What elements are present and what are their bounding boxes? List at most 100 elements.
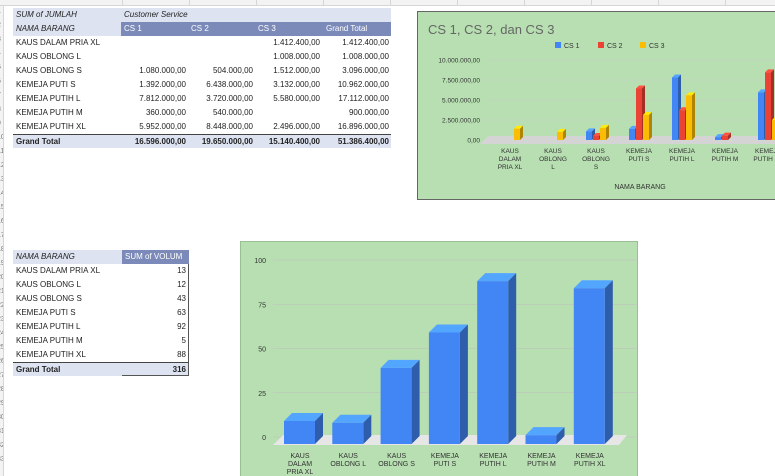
- row-number-label[interactable]: 23: [0, 316, 3, 323]
- pivot1-row-label[interactable]: KAUS OBLONG S: [16, 66, 82, 75]
- row-number-label[interactable]: 16: [0, 218, 3, 225]
- pivot1-cell[interactable]: 1.392.000,00: [139, 80, 186, 89]
- pivot1-row-label[interactable]: KEMEJA PUTIH XL: [16, 122, 86, 131]
- row-number-label[interactable]: 10: [0, 134, 3, 141]
- column-separator[interactable]: [323, 0, 324, 5]
- pivot1-cell[interactable]: 504.000,00: [212, 66, 253, 75]
- row-number-label[interactable]: 21: [0, 288, 3, 295]
- column-header-label[interactable]: K: [758, 0, 763, 2]
- column-separator[interactable]: [591, 0, 592, 5]
- row-number-label[interactable]: 29: [0, 400, 3, 407]
- row-number-label[interactable]: 13: [0, 176, 3, 183]
- row-number-label[interactable]: 19: [0, 260, 3, 267]
- row-number-label[interactable]: 11: [0, 148, 4, 155]
- row-number-label[interactable]: 17: [0, 232, 3, 239]
- pivot1-cell[interactable]: [188, 50, 255, 64]
- column-header-label[interactable]: H: [557, 0, 562, 2]
- row-number-label[interactable]: 1: [0, 8, 1, 15]
- pivot1-cell[interactable]: 6.438.000,00: [206, 80, 253, 89]
- column-header-label[interactable]: F: [423, 0, 427, 2]
- pivot2-cell[interactable]: 13: [122, 264, 189, 278]
- row-number-label[interactable]: 2: [0, 22, 1, 29]
- pivot1-cell[interactable]: 1.008.000,00: [273, 52, 320, 61]
- pivot1-cell[interactable]: 3.096.000,00: [342, 66, 389, 75]
- row-number-label[interactable]: 7: [0, 92, 1, 99]
- column-header-label[interactable]: E: [356, 0, 361, 2]
- pivot1-cell[interactable]: 1.412.400,00: [342, 38, 389, 47]
- pivot1-cell[interactable]: 5.580.000,00: [273, 94, 320, 103]
- row-number-label[interactable]: 26: [0, 358, 3, 365]
- row-number-label[interactable]: 25: [0, 344, 3, 351]
- pivot2-value-header[interactable]: SUM of VOLUM: [122, 250, 189, 264]
- pivot2-cell[interactable]: 88: [122, 348, 189, 362]
- pivot1-cell[interactable]: 5.952.000,00: [139, 122, 186, 131]
- row-number-label[interactable]: 28: [0, 386, 3, 393]
- pivot1-cell[interactable]: 10.962.000,00: [337, 80, 389, 89]
- pivot1-total-cell[interactable]: 16.596.000,00: [121, 134, 188, 148]
- row-number-label[interactable]: 27: [0, 372, 3, 379]
- pivot1-total-cell[interactable]: 15.140.400,00: [255, 134, 322, 148]
- column-separator[interactable]: [658, 0, 659, 5]
- row-number-label[interactable]: 33: [0, 456, 3, 463]
- row-number-label[interactable]: 6: [0, 78, 1, 85]
- pivot1-cell[interactable]: 1.008.000,00: [342, 52, 389, 61]
- pivot1-row-label[interactable]: KAUS DALAM PRIA XL: [16, 38, 101, 47]
- row-number-label[interactable]: 20: [0, 274, 3, 281]
- column-separator[interactable]: [256, 0, 257, 5]
- row-number-label[interactable]: 31: [0, 428, 3, 435]
- pivot2-row-label[interactable]: KEMEJA PUTIH XL: [16, 350, 86, 359]
- row-number-label[interactable]: 3: [0, 36, 1, 43]
- pivot1-cell[interactable]: [121, 50, 188, 64]
- pivot2-row-label[interactable]: KAUS DALAM PRIA XL: [16, 266, 101, 275]
- row-number-label[interactable]: 5: [0, 64, 1, 71]
- pivot2-row-label[interactable]: KAUS OBLONG L: [16, 280, 81, 289]
- pivot2-row-field[interactable]: NAMA BARANG: [13, 250, 122, 264]
- pivot2-cell[interactable]: 12: [122, 278, 189, 292]
- pivot1-row-label[interactable]: KEMEJA PUTI S: [16, 80, 76, 89]
- pivot2-cell[interactable]: 63: [122, 306, 189, 320]
- column-separator[interactable]: [524, 0, 525, 5]
- column-separator[interactable]: [122, 0, 123, 5]
- pivot1-col-grand-total[interactable]: Grand Total: [322, 22, 391, 36]
- pivot1-cell[interactable]: [255, 106, 322, 120]
- row-number-label[interactable]: 4: [0, 50, 1, 57]
- pivot2-cell[interactable]: 5: [122, 334, 189, 348]
- row-number-label[interactable]: 24: [0, 330, 3, 337]
- pivot1-cell[interactable]: 540.000,00: [212, 108, 253, 117]
- pivot1-column-field[interactable]: Customer Service: [121, 8, 391, 22]
- row-number-label[interactable]: 32: [0, 442, 3, 449]
- pivot1-cell[interactable]: 1.512.000,00: [273, 66, 320, 75]
- pivot1-total-label[interactable]: Grand Total: [13, 134, 121, 148]
- row-number-label[interactable]: 18: [0, 246, 3, 253]
- column-separator[interactable]: [189, 0, 190, 5]
- pivot1-col-cs1[interactable]: CS 1: [121, 22, 188, 36]
- column-header-label[interactable]: G: [490, 0, 495, 2]
- pivot2-total-label[interactable]: Grand Total: [13, 362, 122, 376]
- pivot1-col-cs2[interactable]: CS 2: [188, 22, 255, 36]
- row-number-label[interactable]: 14: [0, 190, 3, 197]
- pivot2-row-label[interactable]: KEMEJA PUTI S: [16, 308, 76, 317]
- column-header-label[interactable]: D: [289, 0, 294, 2]
- pivot1-row-field[interactable]: NAMA BARANG: [13, 22, 121, 36]
- column-header-label[interactable]: B: [155, 0, 160, 2]
- pivot1-cell[interactable]: [121, 36, 188, 50]
- pivot1-cell[interactable]: 900.000,00: [348, 108, 389, 117]
- pivot2-row-label[interactable]: KEMEJA PUTIH L: [16, 322, 81, 331]
- pivot1-total-cell[interactable]: 51.386.400,00: [322, 134, 391, 148]
- column-header-label[interactable]: A: [70, 0, 75, 2]
- row-number-label[interactable]: 30: [0, 414, 3, 421]
- row-number-label[interactable]: 15: [0, 204, 3, 211]
- pivot1-cell[interactable]: 360.000,00: [145, 108, 186, 117]
- column-header-label[interactable]: C: [222, 0, 227, 2]
- pivot1-cell[interactable]: 1.080.000,00: [139, 66, 186, 75]
- row-number-label[interactable]: 12: [0, 162, 3, 169]
- pivot1-cell[interactable]: 3.720.000,00: [206, 94, 253, 103]
- pivot1-cell[interactable]: 3.132.000,00: [273, 80, 320, 89]
- row-number-label[interactable]: 8: [0, 106, 1, 113]
- pivot1-cell[interactable]: 8.448.000,00: [206, 122, 253, 131]
- pivot2-row-label[interactable]: KAUS OBLONG S: [16, 294, 82, 303]
- pivot1-total-cell[interactable]: 19.650.000,00: [188, 134, 255, 148]
- pivot1-col-cs3[interactable]: CS 3: [255, 22, 322, 36]
- pivot1-value-header[interactable]: SUM of JUMLAH: [13, 8, 121, 22]
- pivot1-row-label[interactable]: KEMEJA PUTIH L: [16, 94, 81, 103]
